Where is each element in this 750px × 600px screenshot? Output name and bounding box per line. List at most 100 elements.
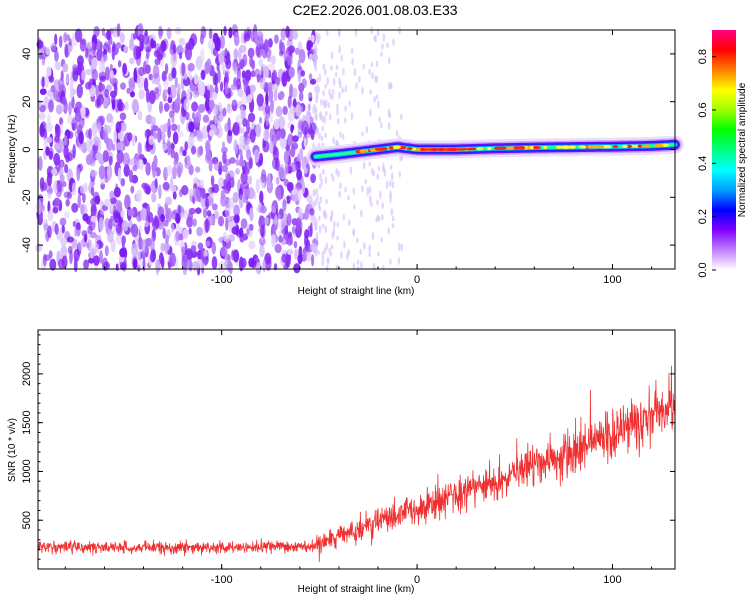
noise-speckle (330, 65, 333, 71)
noise-speckle (319, 172, 322, 181)
noise-blob (50, 42, 57, 52)
noise-speckle (335, 168, 338, 176)
noise-speckle (338, 190, 341, 198)
noise-blob (248, 114, 254, 123)
noise-blob (283, 50, 288, 61)
x-tick-label: 0 (414, 574, 420, 586)
noise-blob (224, 82, 229, 95)
noise-speckle (315, 112, 318, 122)
noise-blob (137, 259, 143, 271)
noise-speckle (387, 122, 391, 130)
noise-blob (97, 122, 102, 134)
noise-blob (145, 162, 151, 176)
noise-blob (221, 141, 226, 149)
noise-blob (211, 241, 216, 255)
noise-speckle (387, 81, 391, 90)
noise-blob (259, 205, 267, 214)
noise-blob (119, 247, 127, 258)
noise-blob (179, 51, 183, 60)
noise-speckle (325, 198, 328, 205)
noise-speckle (343, 240, 346, 249)
noise-blob (106, 138, 114, 151)
noise-blob (91, 41, 96, 56)
noise-blob (197, 242, 204, 250)
noise-blob (46, 66, 52, 77)
noise-speckle (361, 86, 364, 95)
noise-blob (171, 115, 175, 124)
noise-blob (218, 104, 223, 112)
x-tick-label: 100 (603, 574, 621, 586)
noise-blob (208, 159, 213, 172)
noise-blob (250, 70, 256, 78)
noise-blob (200, 26, 207, 39)
noise-speckle (391, 215, 395, 222)
noise-blob (39, 123, 45, 138)
noise-blob (122, 152, 130, 167)
noise-speckle (324, 132, 328, 139)
noise-speckle (318, 215, 321, 221)
noise-blob (192, 90, 199, 99)
noise-speckle (389, 258, 392, 265)
signal-hotspot (533, 145, 538, 150)
noise-blob (232, 99, 237, 106)
signal-hotspot (476, 147, 483, 151)
noise-blob (93, 26, 100, 37)
noise-speckle (378, 116, 381, 123)
signal-hotspot (542, 145, 548, 150)
noise-blob (188, 121, 195, 133)
noise-blob (228, 27, 233, 39)
noise-blob (291, 226, 296, 234)
noise-blob (265, 92, 269, 107)
noise-blob (206, 124, 211, 133)
noise-speckle (336, 235, 339, 241)
noise-speckle (339, 131, 342, 139)
noise-blob (274, 157, 280, 172)
noise-speckle (315, 231, 319, 241)
noise-blob (78, 131, 84, 145)
noise-blob (36, 199, 42, 215)
noise-blob (278, 116, 286, 129)
noise-speckle (365, 125, 369, 134)
noise-blob (245, 119, 250, 134)
noise-speckle (334, 71, 338, 78)
noise-speckle (336, 221, 340, 228)
noise-blob (197, 262, 205, 269)
noise-blob (216, 108, 225, 122)
noise-blob (222, 107, 227, 117)
noise-blob (90, 203, 97, 217)
noise-blob (83, 259, 90, 270)
noise-speckle (319, 196, 323, 204)
noise-blob (188, 207, 196, 215)
noise-blob (235, 159, 241, 166)
noise-speckle (324, 225, 328, 234)
noise-blob (113, 186, 121, 198)
noise-blob (113, 213, 121, 224)
noise-blob (119, 263, 127, 271)
noise-blob (237, 88, 244, 98)
noise-speckle (381, 43, 384, 51)
noise-blob (238, 47, 242, 62)
noise-blob (193, 187, 201, 202)
noise-blob (150, 38, 154, 49)
signal-hotspot (374, 147, 385, 151)
noise-blob (57, 90, 61, 98)
noise-blob (90, 215, 97, 223)
noise-blob (181, 246, 186, 255)
noise-blob (303, 138, 307, 148)
colorbar-gradient (712, 30, 736, 270)
noise-blob (43, 223, 49, 231)
noise-blob (109, 70, 114, 79)
noise-blob (213, 115, 217, 125)
noise-blob (165, 207, 173, 223)
noise-blob (271, 234, 276, 248)
noise-blob (93, 136, 101, 146)
noise-blob (169, 141, 174, 155)
noise-blob (238, 160, 246, 167)
noise-blob (264, 128, 270, 141)
noise-blob (226, 92, 232, 99)
noise-blob (232, 122, 240, 136)
noise-blob (304, 251, 312, 262)
noise-blob (312, 188, 316, 197)
noise-blob (153, 216, 160, 229)
signal-hotspot (578, 145, 587, 149)
